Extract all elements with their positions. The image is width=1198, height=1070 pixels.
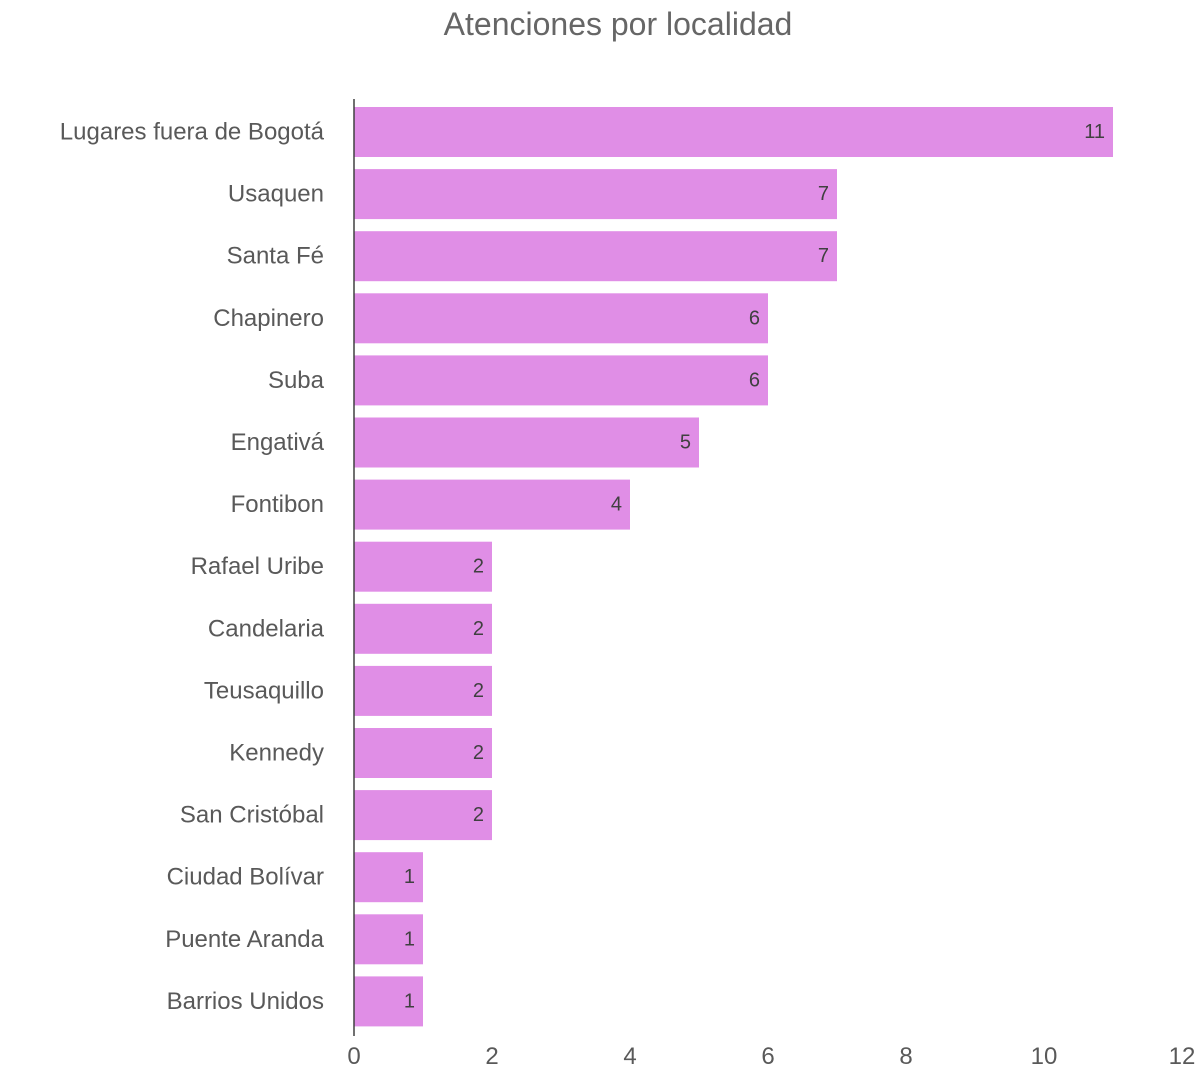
bar [354, 790, 492, 841]
data-label: 7 [818, 245, 829, 267]
category-label: Puente Aranda [165, 926, 324, 953]
category-label: Usaquen [228, 181, 324, 208]
bar [354, 728, 492, 778]
x-tick-label: 6 [761, 1043, 774, 1070]
bar [354, 417, 699, 468]
bar [354, 603, 492, 654]
data-label: 4 [611, 494, 622, 516]
bar [354, 852, 423, 903]
bar [354, 355, 768, 406]
category-labels: Lugares fuera de Bogotá Usaquen Santa Fé Ch… [60, 119, 325, 1015]
category-label: Barrios Unidos [167, 988, 324, 1015]
category-label: Ciudad Bolívar [167, 864, 324, 891]
category-label: Chapinero [213, 305, 324, 332]
bar [354, 293, 768, 344]
bar [354, 541, 492, 592]
category-label: Kennedy [229, 740, 324, 767]
category-label: Fontibon [231, 491, 324, 518]
category-label: Candelaria [208, 615, 325, 642]
data-label: 1 [404, 866, 415, 888]
category-label: Lugares fuera de Bogotá [60, 119, 325, 146]
bar [354, 231, 837, 282]
x-tick-label: 10 [1031, 1043, 1058, 1070]
data-label: 6 [749, 307, 760, 329]
data-label: 1 [404, 990, 415, 1012]
category-label: Rafael Uribe [191, 553, 324, 580]
bars-layer [354, 107, 1113, 1027]
x-tick-label: 0 [347, 1043, 360, 1070]
data-label: 2 [473, 804, 484, 826]
bar [354, 107, 1113, 157]
chart-title: Atenciones por localidad [443, 6, 793, 42]
x-tick-label: 4 [623, 1043, 636, 1070]
category-label: San Cristóbal [180, 802, 324, 829]
category-label: Santa Fé [227, 243, 324, 270]
data-label: 7 [818, 183, 829, 205]
data-label: 2 [473, 742, 484, 764]
bar [354, 169, 837, 220]
bar [354, 976, 423, 1027]
data-label: 11 [1084, 121, 1105, 143]
category-label: Engativá [231, 429, 325, 456]
x-tick-label: 12 [1169, 1043, 1196, 1070]
category-label: Teusaquillo [204, 677, 324, 704]
x-tick-label: 8 [899, 1043, 912, 1070]
data-label: 1 [404, 928, 415, 950]
bar [354, 665, 492, 716]
bar [354, 479, 630, 530]
data-label: 6 [749, 369, 760, 391]
category-label: Suba [268, 367, 325, 394]
data-label: 5 [680, 432, 691, 454]
data-label: 2 [473, 556, 484, 578]
data-label: 2 [473, 680, 484, 702]
bar [354, 914, 423, 965]
data-label: 2 [473, 618, 484, 640]
x-tick-label: 2 [485, 1043, 498, 1070]
x-tick-labels: 0 2 4 6 8 10 12 [347, 1043, 1195, 1070]
